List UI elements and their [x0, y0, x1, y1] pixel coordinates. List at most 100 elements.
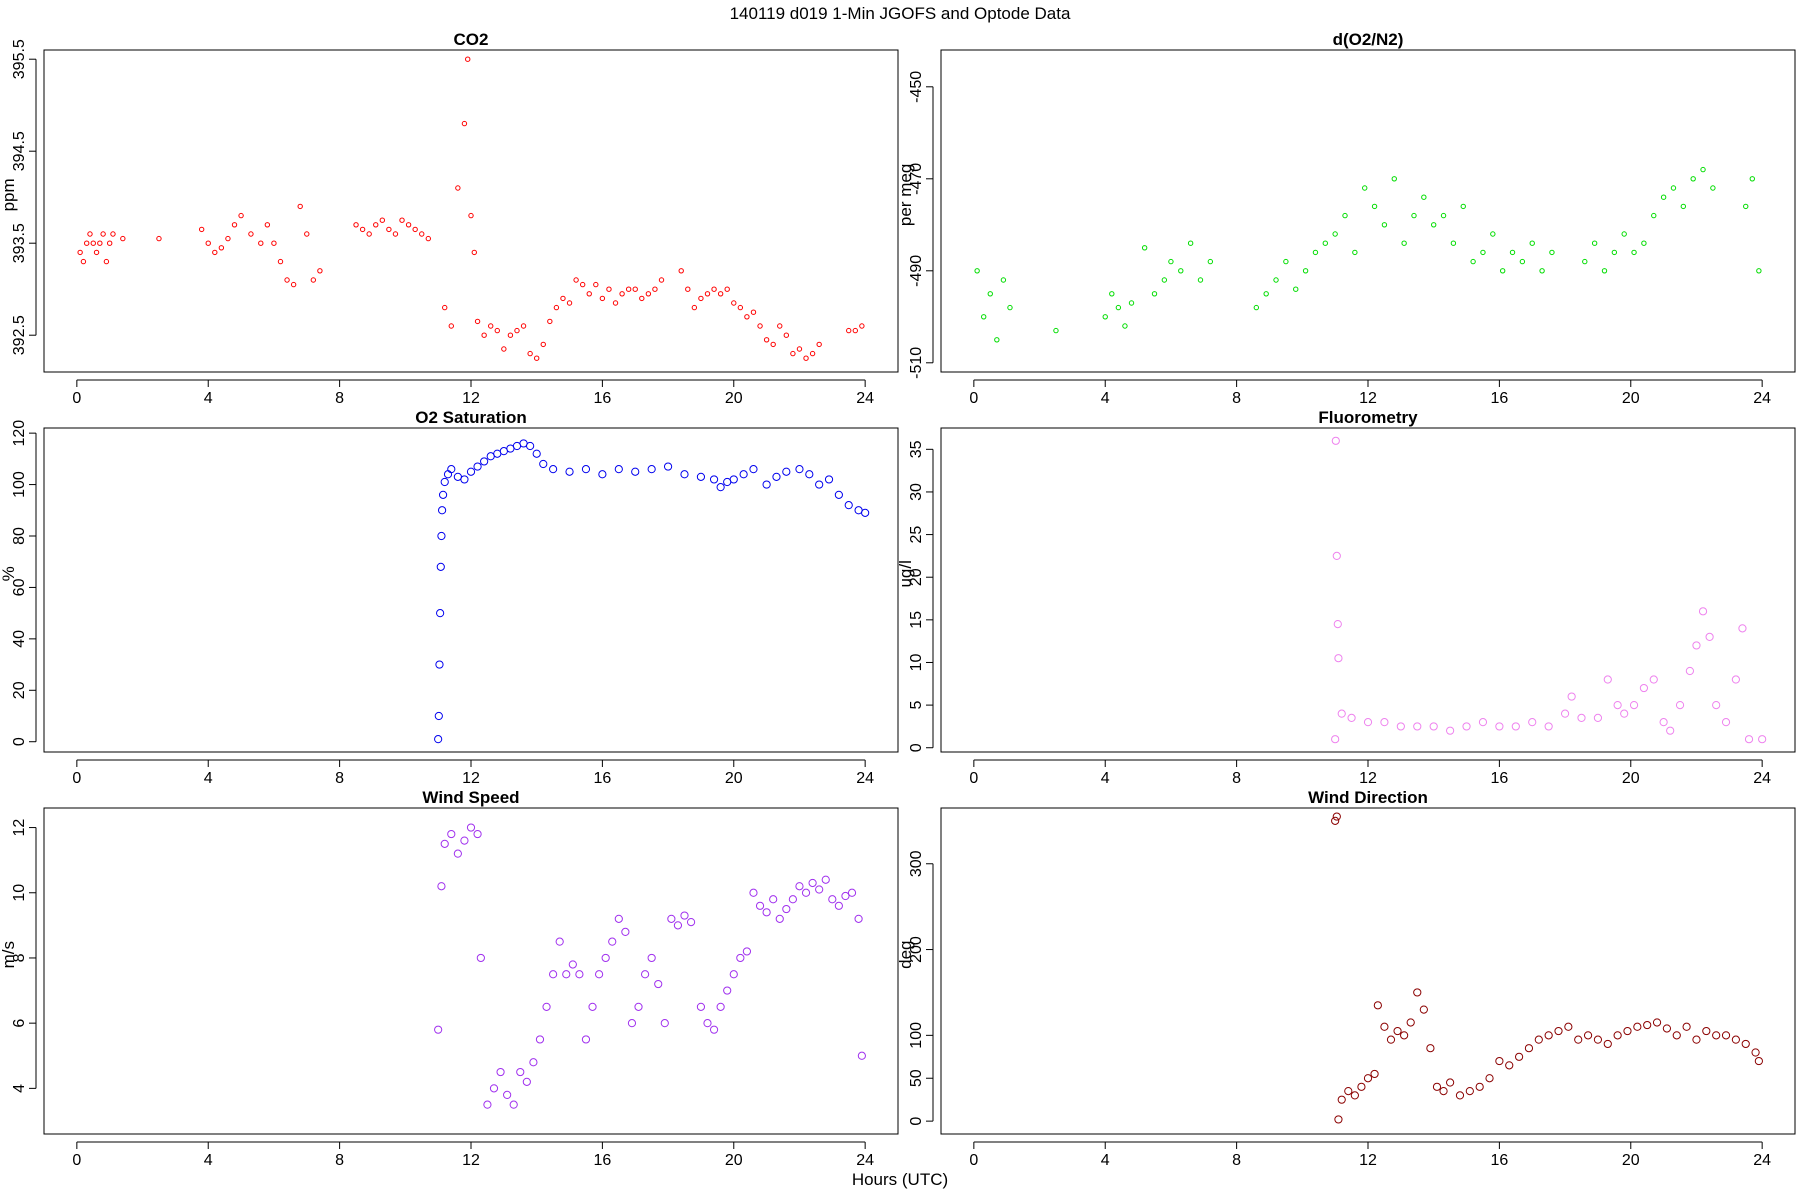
data-point: [1738, 624, 1747, 633]
data-point: [264, 222, 271, 228]
data-point: [1692, 641, 1701, 650]
data-point: [1712, 1031, 1721, 1040]
x-tick-label: 24: [856, 1152, 874, 1169]
data-point: [447, 829, 456, 839]
data-point: [1741, 1039, 1750, 1049]
x-tick-label: 8: [335, 390, 344, 407]
data-point: [1621, 231, 1627, 237]
data-point: [225, 235, 231, 242]
data-point: [106, 240, 113, 246]
data-point: [271, 240, 277, 246]
data-point: [1370, 1069, 1379, 1079]
data-point: [488, 323, 494, 329]
data-point: [1381, 222, 1388, 228]
data-point: [575, 970, 584, 979]
data-point: [198, 226, 205, 233]
data-point: [93, 249, 100, 256]
data-point: [1620, 709, 1629, 718]
x-tick-label: 4: [1101, 1152, 1110, 1169]
data-point: [448, 323, 454, 329]
data-point: [1700, 166, 1706, 173]
data-point: [212, 249, 218, 256]
data-point: [496, 1067, 505, 1077]
y-tick-label: -470: [908, 163, 925, 195]
data-point: [658, 277, 665, 283]
data-point: [739, 470, 748, 479]
data-point: [660, 1019, 669, 1028]
data-point: [483, 1100, 492, 1109]
data-point: [481, 332, 487, 338]
x-tick-label: 4: [204, 390, 213, 407]
data-point: [859, 323, 865, 329]
data-point: [419, 231, 425, 237]
data-point: [1485, 1074, 1494, 1083]
data-point: [667, 914, 676, 923]
data-point: [1528, 718, 1537, 727]
data-point: [438, 490, 448, 499]
chart-panel-4: Wind Speed 0 4 8 12 16 20 24 4 6 8 10 12 m/s: [0, 788, 899, 1169]
data-point: [1721, 1031, 1731, 1040]
x-tick-label: 12: [462, 390, 480, 407]
y-tick-label: 30: [908, 483, 925, 501]
data-point: [1332, 812, 1341, 821]
data-point: [770, 341, 776, 348]
data-point: [1362, 185, 1368, 191]
data-point: [353, 222, 359, 228]
data-point: [631, 467, 640, 476]
data-point: [1490, 231, 1496, 237]
data-point: [586, 291, 592, 297]
data-point: [805, 470, 814, 479]
data-point: [1731, 1035, 1740, 1044]
data-point: [304, 231, 310, 237]
y-axis-label: %: [0, 566, 18, 581]
x-tick-label: 16: [593, 770, 611, 787]
data-point: [1591, 240, 1598, 246]
data-point: [80, 258, 87, 265]
data-point: [1698, 607, 1708, 616]
y-tick-label: -490: [908, 255, 925, 287]
x-tick-label: 8: [1232, 1152, 1241, 1169]
data-point: [782, 904, 791, 914]
data-point: [1534, 1035, 1543, 1044]
data-point: [1611, 249, 1618, 256]
data-point: [1393, 1026, 1402, 1036]
y-tick-label: 50: [908, 1069, 925, 1087]
data-point: [277, 258, 284, 265]
data-point: [1495, 1056, 1504, 1066]
data-point: [284, 277, 290, 283]
data-point: [685, 286, 691, 292]
data-point: [440, 839, 449, 848]
data-point: [1702, 1026, 1711, 1036]
data-point: [529, 1058, 538, 1067]
data-point: [680, 911, 689, 920]
data-point: [514, 327, 520, 334]
data-point: [1419, 1005, 1428, 1014]
y-tick-label: 100: [11, 471, 28, 498]
data-point: [480, 457, 489, 466]
y-axis-label: per meg: [896, 164, 915, 226]
data-point: [434, 1025, 443, 1034]
x-tick-label: 16: [1490, 770, 1508, 787]
data-point: [698, 295, 704, 302]
data-point: [1168, 258, 1174, 265]
data-point: [1421, 194, 1427, 200]
y-tick-label: 15: [908, 611, 925, 629]
data-point: [1331, 735, 1340, 744]
y-tick-label: 35: [908, 440, 925, 458]
data-point: [297, 203, 303, 210]
data-point: [1429, 722, 1438, 731]
x-tick-label: 12: [1359, 770, 1377, 787]
data-point: [1529, 240, 1535, 246]
data-point: [473, 462, 482, 471]
y-tick-label: 120: [11, 420, 28, 447]
data-point: [841, 891, 850, 901]
data-point: [205, 240, 211, 246]
data-point: [763, 337, 770, 343]
data-point: [1411, 212, 1417, 219]
data-point: [647, 465, 656, 474]
data-point: [749, 888, 758, 897]
data-point: [1465, 1087, 1474, 1096]
data-point: [1554, 1026, 1563, 1036]
chart-panel-0: CO2 0 4 8 12 16 20 24 392.5 393.5 394.5 395.5 ppm: [0, 30, 899, 407]
y-tick-label: 392.5: [11, 315, 28, 355]
